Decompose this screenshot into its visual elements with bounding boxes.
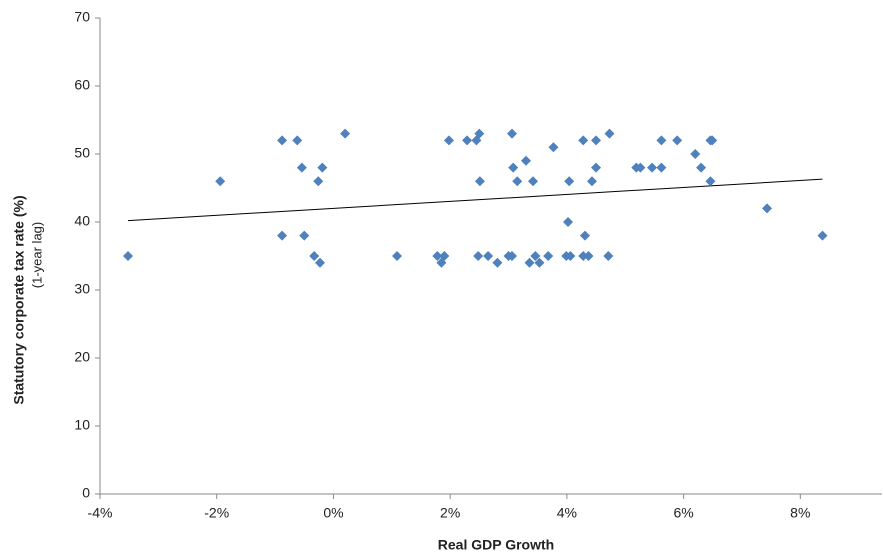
data-point — [443, 135, 454, 146]
y-tick-label: 40 — [74, 213, 90, 229]
data-point — [603, 251, 614, 261]
data-point — [277, 230, 288, 241]
y-tick-label: 20 — [74, 349, 90, 365]
x-tick-label: -2% — [204, 505, 229, 521]
x-axis-label: Real GDP Growth — [438, 537, 554, 553]
data-point — [512, 176, 523, 187]
data-point — [707, 135, 718, 146]
data-point — [309, 251, 320, 261]
data-point — [591, 162, 602, 173]
data-point — [492, 257, 503, 268]
x-tick-label: 4% — [557, 505, 577, 521]
data-point — [215, 176, 226, 187]
data-point — [292, 135, 303, 146]
data-point — [690, 149, 701, 159]
data-point — [296, 162, 307, 173]
data-point — [565, 251, 576, 261]
data-point — [474, 176, 485, 187]
data-point — [528, 176, 539, 187]
data-point — [647, 162, 658, 173]
y-tick-label: 60 — [74, 77, 90, 93]
data-point — [591, 135, 602, 146]
y-axis-sublabel: (1-year lag) — [29, 222, 44, 288]
data-point — [672, 135, 683, 146]
trend-line — [127, 178, 823, 222]
data-point — [299, 230, 310, 241]
data-point — [392, 251, 403, 261]
y-axis-label: Statutory corporate tax rate (%) — [11, 195, 27, 404]
data-point — [604, 128, 615, 139]
data-point — [524, 257, 535, 268]
data-point — [563, 217, 574, 227]
data-point — [656, 162, 667, 173]
x-tick-label: 6% — [673, 505, 693, 521]
y-tick-label: 70 — [74, 9, 90, 25]
data-point — [564, 176, 575, 187]
data-point — [507, 251, 518, 261]
data-point — [277, 135, 288, 146]
x-tick-label: 0% — [323, 505, 343, 521]
data-point — [578, 251, 589, 261]
y-tick-label: 0 — [82, 485, 90, 501]
data-point — [483, 251, 494, 261]
data-point — [548, 142, 559, 153]
data-point — [586, 176, 597, 187]
data-point — [578, 135, 589, 146]
data-point — [534, 257, 545, 268]
data-point — [507, 128, 518, 139]
data-point — [579, 230, 590, 241]
data-point — [583, 251, 594, 261]
data-point — [317, 162, 328, 173]
data-point — [462, 135, 473, 146]
data-point — [656, 135, 667, 146]
data-point — [530, 251, 541, 261]
data-point — [432, 251, 443, 261]
x-tick-label: -4% — [88, 505, 113, 521]
x-tick-label: 2% — [440, 505, 460, 521]
data-point — [705, 176, 716, 187]
y-tick-label: 10 — [74, 417, 90, 433]
data-point — [696, 162, 707, 173]
data-point — [439, 251, 450, 261]
data-point — [762, 203, 773, 214]
data-point — [817, 230, 828, 241]
data-point — [313, 176, 324, 187]
data-point — [508, 162, 519, 173]
data-point — [340, 128, 351, 139]
y-tick-label: 50 — [74, 145, 90, 161]
y-tick-label: 30 — [74, 281, 90, 297]
data-point — [635, 162, 646, 173]
data-point — [315, 257, 326, 268]
data-point — [473, 251, 484, 261]
x-tick-label: 8% — [790, 505, 810, 521]
data-point — [521, 155, 532, 166]
data-point — [543, 251, 554, 261]
data-point — [123, 251, 134, 261]
data-point — [474, 128, 485, 139]
